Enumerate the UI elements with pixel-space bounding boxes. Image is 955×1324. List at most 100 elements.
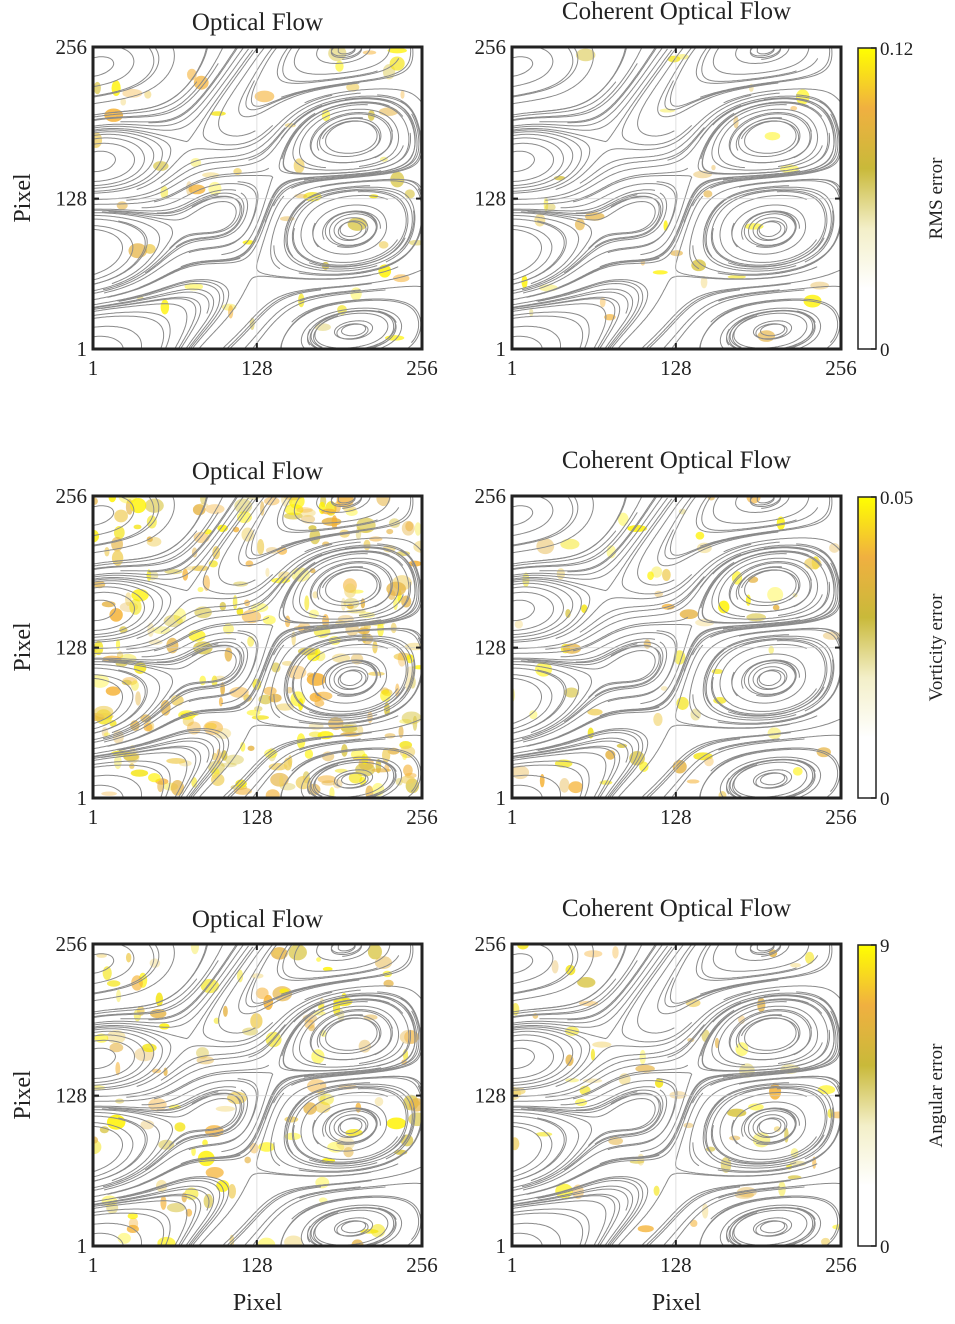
streamline [657,496,779,567]
streamline [512,663,580,734]
streamline [749,47,782,60]
streamline [307,759,395,798]
streamline [333,769,374,789]
error-patch [639,1049,646,1065]
error-patch [348,772,363,784]
streamline [93,580,163,641]
error-patch [117,1232,131,1244]
streamline [702,634,797,721]
x-tick-label: 1 [507,356,518,380]
plot-area [93,47,422,349]
streamline [520,649,656,698]
streamline [711,1001,823,1068]
streamline [284,1083,416,1160]
streamline [144,641,245,723]
error-patch [108,496,117,503]
error-patch [343,598,360,609]
streamline [139,626,315,737]
streamline [512,512,638,571]
error-patch [398,725,404,738]
streamline [93,496,155,546]
error-patch [521,275,528,289]
streamline [93,978,198,1015]
streamline [675,644,818,729]
streamline [293,47,391,75]
error-patch [232,595,238,610]
error-patch [191,777,198,788]
streamline [93,674,134,730]
streamline [689,627,841,719]
y-axis-label: Pixel [10,1070,36,1120]
streamline [512,214,580,285]
error-patch [414,522,422,536]
error-patch [718,600,730,614]
streamline [228,738,322,798]
streamline [93,496,224,570]
error-patch [309,568,316,574]
streamline [735,566,801,606]
error-patch [386,528,394,535]
streamline [729,309,816,349]
error-patch [651,566,663,578]
streamline [735,117,801,157]
error-patch [210,773,225,787]
error-patch [186,721,201,735]
streamline [93,578,172,643]
streamline [711,191,826,266]
streamline [93,496,135,537]
streamline [113,496,208,562]
streamline [644,283,791,349]
streamline [93,677,123,725]
streamline [93,133,155,189]
streamline [93,47,135,88]
streamline [567,496,658,573]
streamline [520,747,616,798]
streamline [512,133,574,189]
streamline [700,944,831,995]
streamline [512,1064,689,1102]
streamline [512,303,607,349]
streamline [512,674,553,730]
streamline [139,1074,315,1185]
streamline [218,496,266,586]
streamline [563,192,664,274]
streamline [555,543,752,639]
streamline [700,496,831,547]
streamline [699,298,792,349]
error-patch [652,270,668,275]
streamline [512,47,574,97]
streamline [701,496,797,531]
streamline [280,748,420,798]
streamline [276,944,400,981]
streamline [93,1039,136,1079]
x-tick-label: 1 [507,1253,518,1277]
error-patch [776,516,786,530]
streamline [752,1217,793,1237]
streamline [256,1092,399,1177]
error-patch [157,1236,176,1246]
axes-frame [510,942,843,1248]
streamline [670,738,805,798]
error-patch [383,979,394,988]
streamline [153,1072,274,1153]
streamline [93,129,172,194]
streamline [579,541,780,633]
error-patch [369,536,383,542]
streamline [512,946,673,1040]
streamline [555,94,752,190]
streamline [670,289,805,349]
streamline [723,546,835,630]
error-patch [729,1135,741,1141]
streamline [221,1166,422,1246]
error-patch [378,241,389,249]
streamline [251,738,386,798]
streamline [101,1097,237,1146]
streamline [291,991,422,1086]
error-patch [350,287,362,301]
streamline [93,946,254,1040]
streamline [264,1010,420,1120]
error-patch [93,529,100,543]
streamline [512,740,629,763]
streamline [512,944,643,1018]
error-patch [387,47,407,54]
